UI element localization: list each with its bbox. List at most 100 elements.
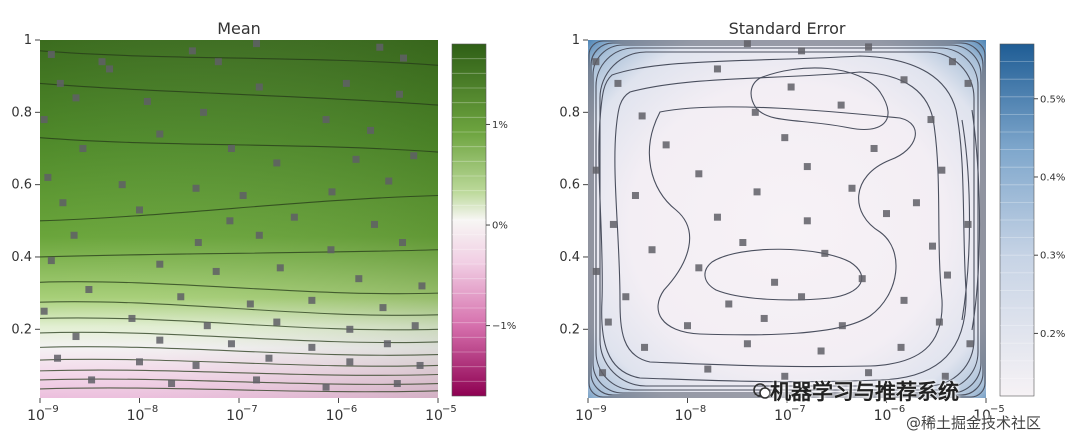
mean-sample-point — [214, 58, 222, 66]
se-contour-ring — [599, 51, 975, 387]
mean-y-tick-label: 0.8 — [11, 105, 32, 120]
mean-colorbar-tick-label: 0% — [492, 221, 508, 232]
se-sample-point — [838, 322, 846, 330]
mean-sample-point — [192, 361, 200, 369]
se-panel: Standard Error 0.20.40. — [559, 19, 1065, 424]
se-x-tick-exponent: −7 — [791, 404, 806, 415]
mean-sample-point — [54, 354, 62, 362]
se-sample-point — [713, 65, 721, 73]
se-sample-point — [787, 83, 795, 91]
mean-sample-point — [156, 336, 164, 344]
se-x-tick-label: 10 −6 — [874, 404, 906, 424]
mean-x-tick-label: 10 −7 — [226, 404, 258, 424]
mean-sample-point — [88, 376, 96, 384]
mean-contours — [40, 50, 438, 393]
mean-sample-point — [136, 358, 143, 366]
se-contour-band — [648, 106, 916, 336]
mean-sample-point — [98, 58, 106, 66]
se-sample-point — [870, 144, 878, 152]
mean-x-tick-exponent: −5 — [442, 404, 457, 415]
mean-sample-point — [322, 383, 330, 391]
mean-contour-line — [40, 369, 438, 376]
mean-contour-line — [40, 281, 438, 295]
se-sample-point — [695, 170, 703, 178]
mean-sample-point — [56, 79, 64, 87]
se-sample-point — [938, 166, 946, 174]
se-sample-point — [912, 199, 920, 207]
se-x-tick-exponent: −8 — [692, 404, 707, 415]
se-x-tick-base: 10 — [575, 408, 593, 424]
mean-sample-point — [395, 90, 403, 98]
mean-sample-point — [265, 354, 273, 362]
se-contour-ring — [598, 55, 967, 383]
mean-x-tick-exponent: −6 — [343, 404, 358, 415]
mean-colorbar-scale — [451, 43, 487, 397]
mean-sample-point — [273, 159, 281, 167]
mean-sample-point — [276, 264, 284, 272]
se-x-tick-base: 10 — [774, 408, 792, 424]
mean-sample-point — [399, 54, 407, 62]
se-y-tick-label: 0.2 — [559, 322, 580, 337]
mean-sample-point — [346, 358, 354, 366]
se-sample-point — [964, 79, 972, 87]
se-sample-point — [743, 340, 751, 348]
mean-x-axis: 10 −9 10 −8 10 −7 10 −6 10 −5 — [27, 398, 457, 424]
mean-sample-point — [192, 184, 200, 192]
se-sample-point — [781, 134, 789, 142]
se-sample-point — [751, 108, 759, 116]
mean-sample-point — [355, 275, 363, 283]
se-sample-point — [900, 76, 908, 84]
mean-sample-point — [177, 293, 185, 301]
mean-y-tick-label: 0.6 — [11, 178, 32, 193]
mean-contour-line — [40, 301, 438, 316]
mean-x-tick-label: 10 −9 — [27, 404, 59, 424]
se-sample-point — [704, 365, 712, 373]
mean-sample-point — [253, 40, 261, 48]
se-sample-point — [821, 249, 829, 257]
mean-sample-point — [246, 300, 254, 308]
mean-sample-point — [308, 343, 316, 351]
mean-sample-point — [128, 314, 136, 322]
mean-y-tick-label: 1 — [24, 33, 32, 48]
se-sample-point — [609, 220, 617, 228]
mean-y-axis: 0.2 0.4 0.6 0.8 1 — [11, 33, 40, 337]
mean-sample-point — [203, 322, 211, 330]
se-sample-point — [592, 267, 600, 275]
se-sample-point — [798, 293, 806, 301]
se-sample-point — [897, 343, 905, 351]
mean-sample-point — [118, 181, 126, 189]
se-colorbar-tick-label: 0.3% — [1040, 251, 1065, 262]
mean-x-tick-exponent: −7 — [243, 404, 258, 415]
mean-colorbar-ticks: 1% 0% −1% — [486, 120, 516, 332]
se-sample-point — [964, 220, 972, 228]
mean-sample-point — [106, 65, 114, 73]
mean-x-tick-exponent: −9 — [44, 404, 59, 415]
mean-sample-point — [253, 376, 261, 384]
mean-contour-line — [40, 387, 438, 393]
se-contour-ring — [595, 47, 979, 391]
mean-sample-point — [376, 43, 384, 51]
mean-sample-point — [70, 231, 78, 239]
mean-sample-point — [200, 108, 208, 116]
mean-x-tick-base: 10 — [226, 408, 244, 424]
se-colorbar-tick-label: 0.2% — [1040, 329, 1065, 340]
se-contour-edge — [971, 109, 981, 331]
se-sample-point — [638, 112, 646, 120]
mean-x-tick-base: 10 — [425, 408, 443, 424]
mean-sample-point — [212, 267, 220, 275]
se-sample-point — [781, 372, 789, 380]
mean-colorbar-tick-label: 1% — [492, 120, 508, 131]
mean-contour-line — [40, 137, 438, 153]
mean-contour-line — [40, 358, 438, 367]
se-sample-point — [695, 264, 703, 272]
mean-sample-point — [227, 340, 235, 348]
mean-sample-point — [385, 177, 393, 185]
se-sample-point — [943, 271, 951, 279]
se-sample-point — [604, 318, 612, 326]
se-x-tick-base: 10 — [973, 408, 991, 424]
mean-contour-line — [40, 346, 438, 356]
mean-sample-point — [47, 257, 55, 265]
se-sample-point — [798, 47, 806, 55]
se-y-tick-label: 0.6 — [559, 178, 580, 193]
se-sample-point — [648, 246, 656, 254]
